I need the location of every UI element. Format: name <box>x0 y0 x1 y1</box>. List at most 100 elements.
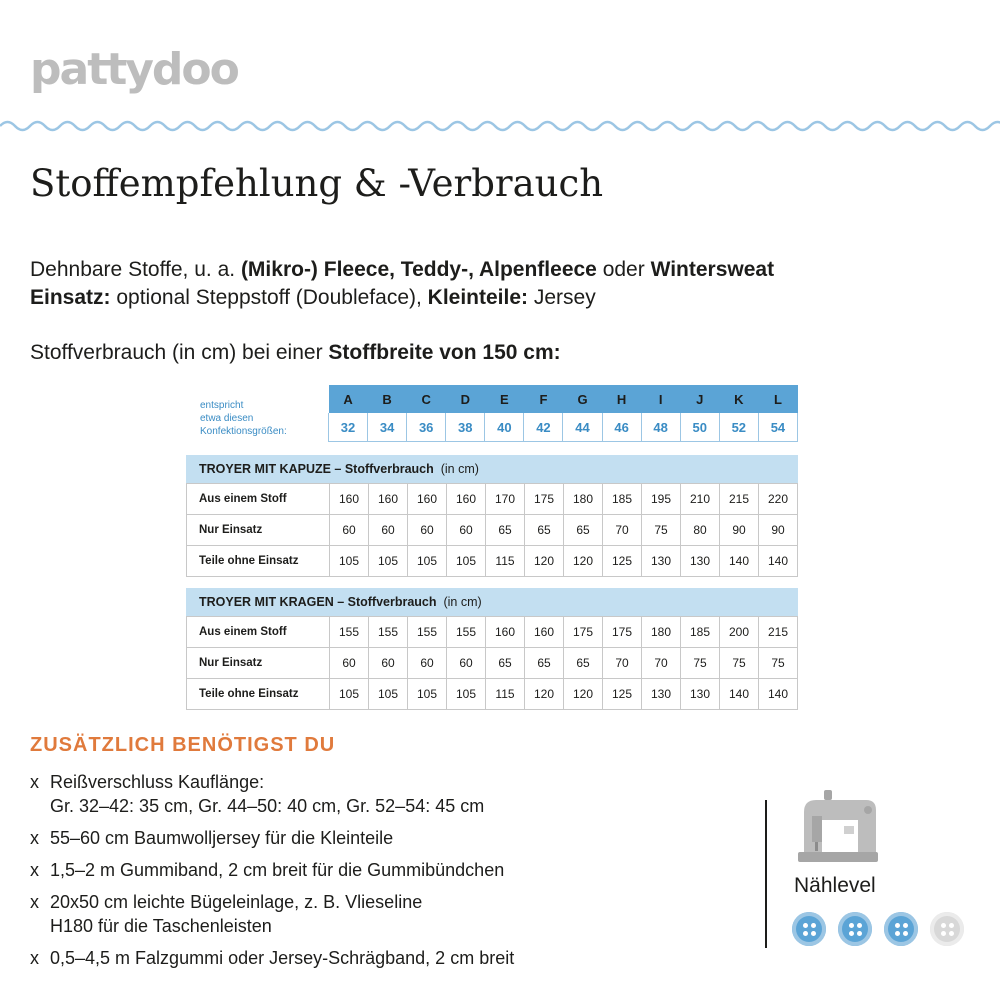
table-title: TROYER MIT KRAGEN – Stoffverbrauch (in c… <box>186 588 798 616</box>
table-cell: 130 <box>680 678 720 710</box>
table-cell: 160 <box>485 616 525 648</box>
table-cell: 65 <box>563 647 603 679</box>
wave-divider <box>0 120 1000 132</box>
size-number: 34 <box>367 413 407 442</box>
table-cell: 70 <box>602 514 642 546</box>
table-cell: 75 <box>680 647 720 679</box>
table-cell: 65 <box>563 514 603 546</box>
table-cell: 215 <box>758 616 798 648</box>
table-cell: 115 <box>485 678 525 710</box>
table-cell: 175 <box>563 616 603 648</box>
bullet-marker: x <box>30 772 39 792</box>
table-cell: 105 <box>368 678 408 710</box>
bullet-marker: x <box>30 860 39 880</box>
table-cell: 140 <box>719 545 759 577</box>
vertical-divider <box>765 800 767 948</box>
size-letter: D <box>445 385 485 413</box>
table-cell: 180 <box>563 483 603 515</box>
table-cell: 105 <box>407 545 447 577</box>
table-cell: 90 <box>719 514 759 546</box>
usage-table: Aus einem Stoff 160 160 160 160 170 175 180 185 1… <box>186 483 798 577</box>
table-cell: 60 <box>446 514 486 546</box>
size-letter: H <box>602 385 642 413</box>
level-button-empty-icon <box>930 912 964 946</box>
size-letter: A <box>328 385 368 413</box>
level-label: Nählevel <box>794 874 876 897</box>
size-letter: G <box>562 385 603 413</box>
table-cell: 210 <box>680 483 720 515</box>
size-number: 48 <box>640 413 681 442</box>
table-cell: 160 <box>524 616 564 648</box>
table-cell: 65 <box>485 647 525 679</box>
table-cell: 105 <box>329 678 369 710</box>
list-item: x 1,5–2 m Gummiband, 2 cm breit für die G… <box>30 858 730 882</box>
list-item-text-continued: Gr. 32–42: 35 cm, Gr. 44–50: 40 cm, Gr. … <box>50 796 485 816</box>
table-cell: 155 <box>407 616 447 648</box>
size-letter: K <box>719 385 759 413</box>
row-label: Teile ohne Einsatz <box>186 678 330 710</box>
list-item-text: 1,5–2 m Gummiband, 2 cm breit für die Gu… <box>50 860 505 880</box>
table-cell: 105 <box>368 545 408 577</box>
sewing-machine-icon <box>798 790 878 862</box>
brand-logo: pattydoo <box>30 44 240 95</box>
size-number: 40 <box>484 413 524 442</box>
table-cell: 65 <box>485 514 525 546</box>
page-title: Stoffempfehlung & -Verbrauch <box>30 162 604 205</box>
table-cell: 160 <box>329 483 369 515</box>
list-item: x 20x50 cm leichte Bügeleinlage, z. B. Vl… <box>30 890 730 938</box>
size-number: 44 <box>562 413 603 442</box>
table-title: TROYER MIT KAPUZE – Stoffverbrauch (in c… <box>186 455 798 483</box>
table-cell: 120 <box>524 545 564 577</box>
size-letter: L <box>758 385 798 413</box>
row-label: Teile ohne Einsatz <box>186 545 330 577</box>
table-cell: 65 <box>524 514 564 546</box>
size-letter: J <box>680 385 720 413</box>
fabric-line-2: Einsatz: optional Steppstoff (Doubleface… <box>30 286 596 309</box>
table-cell: 80 <box>680 514 720 546</box>
table-cell: 200 <box>719 616 759 648</box>
table-cell: 215 <box>719 483 759 515</box>
size-number: 42 <box>523 413 563 442</box>
table-cell: 90 <box>758 514 798 546</box>
table-cell: 60 <box>407 514 447 546</box>
size-letter: B <box>367 385 407 413</box>
table-cell: 140 <box>719 678 759 710</box>
size-header: entspricht etwa diesen Konfektionsgrößen… <box>186 385 799 445</box>
table-row: Teile ohne Einsatz 105 105 105 105 115 120 120 1… <box>186 545 798 577</box>
table-cell: 120 <box>524 678 564 710</box>
list-item: x Reißverschluss Kauflänge: Gr. 32–42: 35 … <box>30 770 730 818</box>
table-cell: 105 <box>329 545 369 577</box>
size-number: 38 <box>445 413 485 442</box>
row-label: Nur Einsatz <box>186 514 330 546</box>
table-cell: 170 <box>485 483 525 515</box>
table-cell: 105 <box>446 545 486 577</box>
list-item-text: 20x50 cm leichte Bügeleinlage, z. B. Vli… <box>50 892 423 912</box>
size-numbers-row: 32 34 36 38 40 42 44 46 48 50 52 54 <box>327 413 799 442</box>
table-cell: 105 <box>407 678 447 710</box>
table-cell: 115 <box>485 545 525 577</box>
table-row: Nur Einsatz 60 60 60 60 65 65 65 70 70 75 75 75 <box>186 647 798 679</box>
table-kapuze: TROYER MIT KAPUZE – Stoffverbrauch (in c… <box>186 455 798 577</box>
usage-table: Aus einem Stoff 155 155 155 155 160 160 175 175 1… <box>186 616 798 710</box>
size-caption: entspricht etwa diesen Konfektionsgrößen… <box>200 400 287 437</box>
table-cell: 130 <box>641 678 681 710</box>
bullet-marker: x <box>30 828 39 848</box>
list-item: x 55–60 cm Baumwolljersey für die Kleinte… <box>30 826 730 850</box>
row-label: Aus einem Stoff <box>186 483 330 515</box>
list-item: x 0,5–4,5 m Falzgummi oder Jersey-Schrägb… <box>30 946 730 970</box>
table-cell: 185 <box>680 616 720 648</box>
size-number: 32 <box>327 413 368 442</box>
table-cell: 60 <box>407 647 447 679</box>
table-cell: 65 <box>524 647 564 679</box>
level-button-filled-icon <box>884 912 918 946</box>
size-letter: E <box>484 385 524 413</box>
extras-heading: ZUSÄTZLICH BENÖTIGST DU <box>30 734 336 756</box>
list-item-text-continued: H180 für die Taschenleisten <box>50 916 272 936</box>
bullet-marker: x <box>30 948 39 968</box>
table-cell: 75 <box>641 514 681 546</box>
level-button-filled-icon <box>792 912 826 946</box>
table-cell: 140 <box>758 545 798 577</box>
table-cell: 75 <box>758 647 798 679</box>
